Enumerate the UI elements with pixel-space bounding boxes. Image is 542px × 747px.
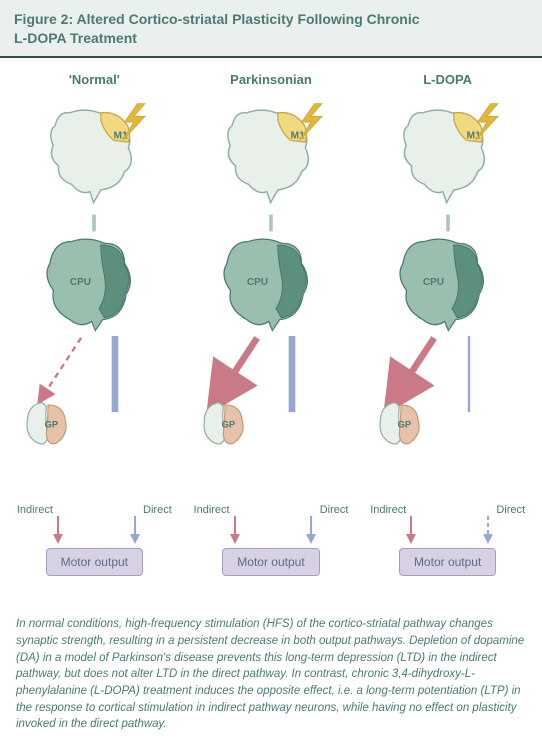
column-title: Parkinsonian (230, 72, 312, 90)
motor-output-box: Motor output (46, 548, 143, 576)
indirect-label: Indirect (194, 504, 230, 516)
direct-arrow (103, 336, 127, 414)
cpu-svg: CPU (184, 236, 359, 336)
motor-output-box: Motor output (222, 548, 319, 576)
brain-to-cpu-connector (445, 210, 451, 236)
direct-output-arrow (479, 516, 497, 544)
brain-to-cpu-connector (91, 210, 97, 236)
figure-title: Figure 2: Altered Cortico-striatal Plast… (14, 10, 528, 48)
direct-arrow (457, 336, 481, 414)
cpu-svg: CPU (360, 236, 535, 336)
brain-svg: M1 (360, 100, 535, 210)
figure-title-line2: L-DOPA Treatment (14, 30, 137, 46)
direct-label: Direct (496, 504, 525, 516)
diagram-column: Parkinsonian M1 CPU (184, 72, 359, 595)
indirect-label: Indirect (370, 504, 406, 516)
lightning-icon (299, 103, 321, 140)
indirect-output-arrow (49, 516, 67, 544)
diagram-column: 'Normal' M1 CPU (7, 72, 182, 595)
indirect-label: Indirect (17, 504, 53, 516)
brain-svg: M1 (184, 100, 359, 210)
cpu-region: CPU (184, 236, 359, 336)
column-title: 'Normal' (69, 72, 120, 90)
pathway-labels: Indirect Direct (7, 504, 182, 516)
figure-caption: In normal conditions, high-frequency sti… (0, 604, 542, 747)
caption-text: In normal conditions, high-frequency sti… (16, 616, 526, 733)
brain-to-cpu-connector (268, 210, 274, 236)
brain-region: M1 (7, 100, 182, 210)
cpu-label: CPU (246, 277, 267, 288)
pathways-region: GP (184, 336, 359, 446)
pathways-region: GP (360, 336, 535, 446)
figure-page: Figure 2: Altered Cortico-striatal Plast… (0, 0, 542, 747)
cpu-label: CPU (70, 277, 91, 288)
direct-label: Direct (143, 504, 172, 516)
pathways-region: GP (7, 336, 182, 446)
motor-output-box: Motor output (399, 548, 496, 576)
gp-region: GP (198, 398, 252, 450)
cpu-label: CPU (423, 277, 444, 288)
indirect-output-arrow (402, 516, 420, 544)
gp-label: GP (398, 419, 412, 430)
brain-svg: M1 (7, 100, 182, 210)
output-arrows (7, 516, 182, 544)
column-title: L-DOPA (423, 72, 472, 90)
gp-label: GP (221, 419, 235, 430)
direct-output-arrow (302, 516, 320, 544)
cpu-region: CPU (7, 236, 182, 336)
brain-region: M1 (184, 100, 359, 210)
direct-arrow (280, 336, 304, 414)
cpu-region: CPU (360, 236, 535, 336)
output-arrows (360, 516, 535, 544)
brain-region: M1 (360, 100, 535, 210)
gp-region: GP (21, 398, 75, 450)
gp-label: GP (44, 419, 58, 430)
direct-output-arrow (126, 516, 144, 544)
pathway-labels: Indirect Direct (184, 504, 359, 516)
lightning-icon (476, 103, 498, 140)
figure-title-bar: Figure 2: Altered Cortico-striatal Plast… (0, 0, 542, 58)
gp-region: GP (374, 398, 428, 450)
figure-title-line1: Figure 2: Altered Cortico-striatal Plast… (14, 11, 420, 27)
pathway-labels: Indirect Direct (360, 504, 535, 516)
indirect-output-arrow (226, 516, 244, 544)
output-arrows (184, 516, 359, 544)
cpu-svg: CPU (7, 236, 182, 336)
diagram-column: L-DOPA M1 CPU (360, 72, 535, 595)
diagram-area: 'Normal' M1 CPU (0, 58, 542, 605)
direct-label: Direct (320, 504, 349, 516)
lightning-icon (123, 103, 145, 140)
